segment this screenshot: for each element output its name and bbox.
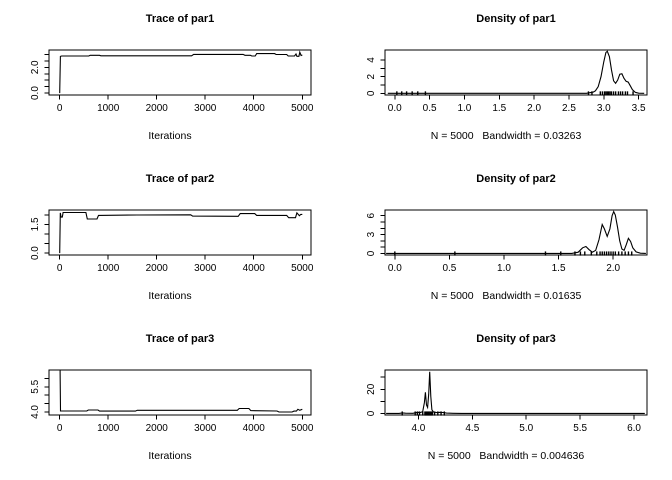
svg-text:3.0: 3.0 bbox=[597, 103, 611, 114]
svg-text:4000: 4000 bbox=[243, 263, 266, 274]
panel-title: Density of par1 bbox=[476, 13, 556, 25]
svg-text:0.0: 0.0 bbox=[388, 103, 402, 114]
density-par2-plot: 0.0 0.5 1.0 1.5 2.0 0 3 6 bbox=[366, 209, 648, 274]
panel-trace-par1: Trace of par1 0 1000 2000 3000 4000 5000 0.0 2.… bbox=[0, 0, 336, 160]
svg-text:0.0: 0.0 bbox=[30, 246, 41, 260]
density-par1-plot: 0.0 0.5 1.0 1.5 2.0 2.5 3.0 3.5 0 2 4 bbox=[366, 49, 648, 114]
x-axis-label: Iterations bbox=[148, 130, 192, 142]
svg-text:3.5: 3.5 bbox=[632, 103, 646, 114]
svg-text:5000: 5000 bbox=[291, 103, 314, 114]
svg-text:3000: 3000 bbox=[194, 103, 217, 114]
density-stats-label: N = 5000 Bandwidth = 0.03263 bbox=[430, 130, 582, 142]
svg-text:2000: 2000 bbox=[146, 263, 169, 274]
svg-text:5.0: 5.0 bbox=[519, 423, 533, 434]
svg-text:1.0: 1.0 bbox=[457, 103, 471, 114]
svg-text:5.5: 5.5 bbox=[573, 423, 587, 434]
svg-text:1.5: 1.5 bbox=[552, 263, 566, 274]
svg-text:4000: 4000 bbox=[243, 103, 266, 114]
svg-text:20: 20 bbox=[366, 383, 377, 395]
svg-text:0: 0 bbox=[366, 250, 377, 256]
svg-text:0: 0 bbox=[366, 410, 377, 416]
svg-text:5000: 5000 bbox=[291, 263, 314, 274]
panel-density-par3: Density of par3 4.0 4.5 5.0 5.5 6.0 0 20 N = 5… bbox=[336, 320, 672, 480]
svg-text:5000: 5000 bbox=[291, 423, 314, 434]
svg-text:1.5: 1.5 bbox=[30, 217, 41, 231]
density-par3-plot: 4.0 4.5 5.0 5.5 6.0 0 20 bbox=[366, 369, 648, 434]
panel-trace-par2: Trace of par2 0 1000 2000 3000 4000 5000 0.0 1.… bbox=[0, 160, 336, 320]
svg-text:0: 0 bbox=[366, 90, 377, 96]
density-stats-label: N = 5000 Bandwidth = 0.004636 bbox=[427, 450, 585, 462]
svg-text:1000: 1000 bbox=[97, 103, 120, 114]
svg-text:3000: 3000 bbox=[194, 263, 217, 274]
panel-title: Trace of par3 bbox=[145, 333, 215, 345]
svg-text:1000: 1000 bbox=[97, 263, 120, 274]
density-stats-label: N = 5000 Bandwidth = 0.01635 bbox=[430, 290, 582, 302]
trace-par2-plot: 0 1000 2000 3000 4000 5000 0.0 1.5 bbox=[30, 209, 314, 274]
panel-title: Density of par2 bbox=[476, 173, 556, 185]
svg-text:0: 0 bbox=[57, 263, 63, 274]
svg-text:4.0: 4.0 bbox=[30, 405, 41, 419]
svg-text:6: 6 bbox=[366, 212, 377, 218]
panel-trace-par3: Trace of par3 0 1000 2000 3000 4000 5000 4.0 5.… bbox=[0, 320, 336, 480]
panel-title: Density of par3 bbox=[476, 333, 556, 345]
svg-text:2.0: 2.0 bbox=[606, 263, 620, 274]
svg-text:3000: 3000 bbox=[194, 423, 217, 434]
svg-text:4.0: 4.0 bbox=[411, 423, 425, 434]
x-axis-label: Iterations bbox=[148, 290, 192, 302]
trace-par3-plot: 0 1000 2000 3000 4000 5000 4.0 5.5 bbox=[30, 369, 314, 434]
svg-text:4: 4 bbox=[366, 57, 377, 63]
trace-par1-plot: 0 1000 2000 3000 4000 5000 0.0 2.0 bbox=[30, 49, 314, 114]
svg-text:4000: 4000 bbox=[243, 423, 266, 434]
svg-text:1.0: 1.0 bbox=[497, 263, 511, 274]
panel-title: Trace of par1 bbox=[145, 13, 215, 25]
svg-text:1000: 1000 bbox=[97, 423, 120, 434]
svg-text:2.0: 2.0 bbox=[527, 103, 541, 114]
panel-density-par2: Density of par2 0.0 0.5 1.0 1.5 2.0 0 3 6 N = 5… bbox=[336, 160, 672, 320]
svg-text:2.5: 2.5 bbox=[562, 103, 576, 114]
svg-text:2: 2 bbox=[366, 73, 377, 79]
panel-density-par1: Density of par1 0.0 0.5 1.0 1.5 2.0 2.5 3.0 3.5… bbox=[336, 0, 672, 160]
svg-text:0: 0 bbox=[57, 103, 63, 114]
svg-text:0.0: 0.0 bbox=[30, 86, 41, 100]
svg-text:0.5: 0.5 bbox=[423, 103, 437, 114]
svg-text:2.0: 2.0 bbox=[30, 60, 41, 74]
svg-text:2000: 2000 bbox=[146, 103, 169, 114]
svg-text:5.5: 5.5 bbox=[30, 379, 41, 393]
x-axis-label: Iterations bbox=[148, 450, 192, 462]
svg-text:0.0: 0.0 bbox=[388, 263, 402, 274]
svg-text:3: 3 bbox=[366, 231, 377, 237]
svg-text:6.0: 6.0 bbox=[627, 423, 641, 434]
svg-text:0: 0 bbox=[57, 423, 63, 434]
panel-title: Trace of par2 bbox=[145, 173, 215, 185]
svg-text:4.5: 4.5 bbox=[465, 423, 479, 434]
svg-text:1.5: 1.5 bbox=[492, 103, 506, 114]
svg-text:2000: 2000 bbox=[146, 423, 169, 434]
svg-text:0.5: 0.5 bbox=[442, 263, 456, 274]
